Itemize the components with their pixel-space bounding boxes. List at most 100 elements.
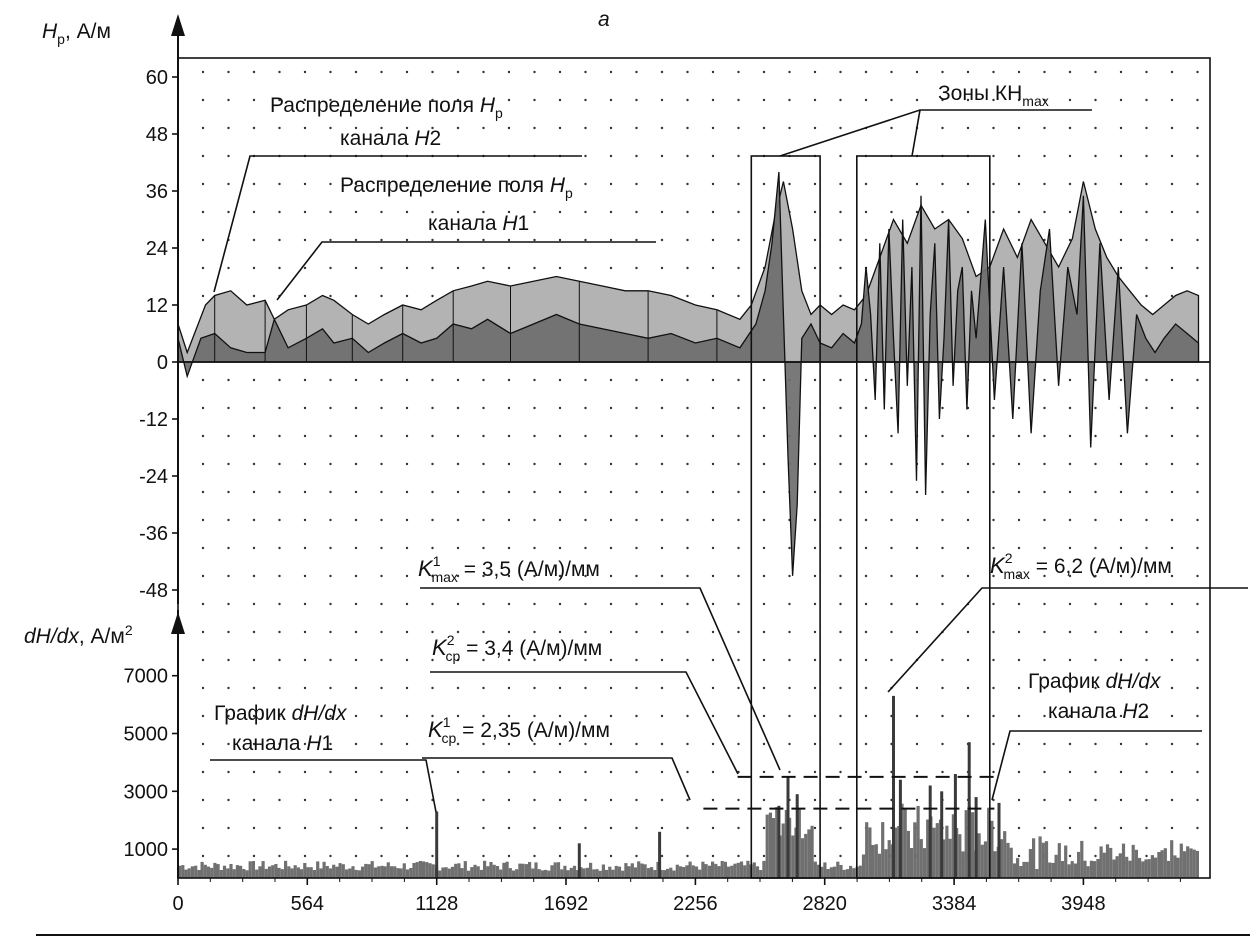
gradient-bar xyxy=(1038,836,1042,878)
grid-dot xyxy=(1094,434,1097,438)
grid-dot xyxy=(609,490,613,494)
gradient-bar xyxy=(1006,842,1010,878)
grid-dot xyxy=(278,714,281,718)
grid-dot xyxy=(864,574,868,578)
grid-dot xyxy=(660,266,664,270)
grid-dot xyxy=(915,546,919,550)
grid-dot xyxy=(941,658,944,662)
gradient-bar xyxy=(467,870,471,878)
gradient-bar xyxy=(1093,861,1097,878)
grid-dot xyxy=(890,518,893,522)
gradient-bar xyxy=(990,820,994,878)
grid-dot xyxy=(201,770,205,774)
gradient-bar xyxy=(284,860,288,878)
gradient-bar xyxy=(733,863,737,878)
grid-dot xyxy=(762,686,766,690)
grid-dot xyxy=(864,742,868,746)
grid-dot xyxy=(533,98,536,102)
grid-dot xyxy=(966,434,970,438)
gradient-bar xyxy=(739,861,744,878)
grid-dot xyxy=(533,518,536,522)
grid-dot xyxy=(507,658,511,662)
grid-dot xyxy=(201,742,205,746)
grid-dot xyxy=(329,462,332,466)
grid-dot xyxy=(303,406,307,410)
grid-dot xyxy=(992,714,995,718)
grid-dot xyxy=(201,518,205,522)
grid-dot xyxy=(635,658,638,662)
grid-dot xyxy=(686,70,689,74)
grid-dot xyxy=(660,210,664,214)
gradient-bar xyxy=(229,864,233,878)
grid-dot xyxy=(813,770,817,774)
grid-dot xyxy=(1017,462,1021,466)
grid-dot xyxy=(456,490,460,494)
grid-dot xyxy=(1196,70,1199,74)
gradient-bar xyxy=(1141,861,1145,878)
grid-dot xyxy=(1196,210,1199,214)
grid-dot xyxy=(1196,490,1199,494)
gradient-bar xyxy=(1189,848,1193,878)
leader-g1 xyxy=(210,759,437,813)
gradient-bar xyxy=(235,865,239,878)
grid-dot xyxy=(839,546,842,550)
grid-dot xyxy=(405,574,409,578)
grid-dot xyxy=(1094,546,1097,550)
grid-dot xyxy=(278,210,281,214)
grid-dot xyxy=(252,406,256,410)
grid-dot xyxy=(890,98,893,102)
gradient-bar xyxy=(1025,861,1029,878)
gradient-bar xyxy=(1032,838,1036,878)
grid-dot xyxy=(660,546,664,550)
gradient-bar xyxy=(839,865,843,878)
grid-dot xyxy=(1017,434,1021,438)
grid-dot xyxy=(558,798,562,802)
grid-dot xyxy=(1145,462,1148,466)
gradient-bar xyxy=(463,861,467,878)
x-tick-label: 3948 xyxy=(1061,893,1106,915)
grid-dot xyxy=(227,490,230,494)
grid-dot xyxy=(737,70,740,74)
gradient-bar xyxy=(826,869,830,878)
grid-dot xyxy=(1170,546,1174,550)
gradient-bar xyxy=(418,861,422,878)
grid-dot xyxy=(482,490,485,494)
grid-dot xyxy=(533,182,536,186)
h1-label-line1: Распределение поля Hр xyxy=(340,174,573,201)
grid-dot xyxy=(252,210,256,214)
grid-dot xyxy=(278,798,281,802)
grid-dot xyxy=(1145,658,1148,662)
gradient-bar xyxy=(210,867,214,878)
grid-dot xyxy=(380,742,383,746)
grid-dot xyxy=(737,462,740,466)
grid-dot xyxy=(788,126,791,130)
gradient-bar xyxy=(621,870,625,878)
grid-dot xyxy=(839,210,842,214)
grid-dot xyxy=(737,658,740,662)
grid-dot xyxy=(762,546,766,550)
grid-dot xyxy=(227,406,230,410)
grid-dot xyxy=(737,266,740,270)
grid-dot xyxy=(992,70,995,74)
gradient-bar xyxy=(479,869,483,878)
gradient-bar xyxy=(239,865,243,878)
grid-dot xyxy=(482,126,485,130)
grid-dot xyxy=(227,826,230,830)
grid-dot xyxy=(941,182,944,186)
grid-dot xyxy=(966,126,970,130)
grid-dot xyxy=(303,490,307,494)
grid-dot xyxy=(431,210,434,214)
grid-dot xyxy=(227,630,230,634)
grid-dot xyxy=(660,182,664,186)
grid-dot xyxy=(558,182,562,186)
grid-dot xyxy=(431,546,434,550)
grid-dot xyxy=(303,686,307,690)
grid-dot xyxy=(762,714,766,718)
grid-dot xyxy=(405,686,409,690)
gradient-bar xyxy=(1125,856,1129,878)
grid-dot xyxy=(533,490,536,494)
grid-dot xyxy=(1094,182,1097,186)
grid-dot xyxy=(711,686,715,690)
grid-dot xyxy=(329,98,332,102)
gradient-bar xyxy=(1160,850,1164,878)
